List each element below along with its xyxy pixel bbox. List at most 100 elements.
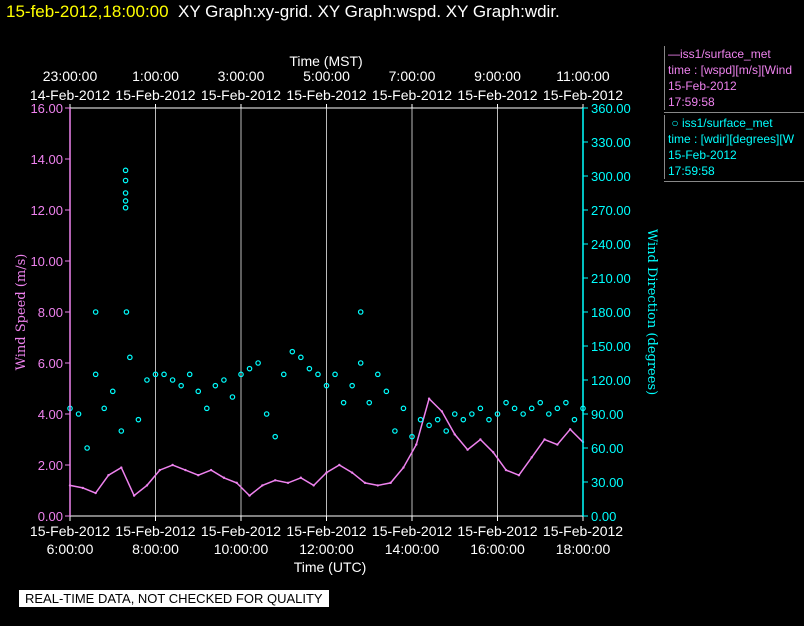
wspd-point [197,474,200,477]
wspd-point [158,468,161,472]
wspd-point [171,463,174,467]
wspd-point [235,481,238,485]
right-tick-label: 120.00 [591,373,631,388]
wspd-point [530,456,533,459]
x-tick-date: 15-Feb-2012 [372,523,452,539]
wdir-point [332,371,338,378]
left-tick-label: 2.00 [38,458,63,473]
line-marker-icon: — [668,47,680,61]
right-tick-label: 360.00 [591,101,631,116]
legend-wspd-time: 17:59:58 [668,95,715,109]
right-tick-label: 30.00 [591,475,624,490]
wspd-point [427,397,431,400]
wdir-point [520,411,526,417]
wspd-point [81,486,85,490]
wspd-point [132,494,136,497]
series-2 [92,167,364,315]
legend-entry-wspd[interactable]: —iss1/surface_met time : [wspd][m/s][Win… [664,46,804,110]
top-tick-date: 15-Feb-2012 [543,87,623,103]
wdir-point [123,309,130,315]
legend: —iss1/surface_met time : [wspd][m/s][Win… [664,46,804,184]
top-tick-date: 15-Feb-2012 [115,87,195,103]
x-tick-time: 8:00:00 [132,541,179,557]
wdir-point [101,405,108,412]
wdir-point [186,371,193,378]
wspd-point [107,474,110,477]
wdir-point [152,371,159,378]
wdir-point [122,198,129,204]
wspd-point [543,438,546,441]
x-tick-time: 12:00:00 [299,541,354,557]
top-tick-date: 15-Feb-2012 [372,87,452,103]
wspd-point [274,479,277,482]
legend-wspd-var: time : [wspd][m/s][Wind [668,63,793,77]
wspd-point [556,443,559,446]
wspd-point [440,410,444,413]
right-tick-label: 150.00 [591,339,631,354]
wdir-point [122,177,129,184]
right-tick-label: 90.00 [591,407,624,422]
wdir-point [255,360,261,366]
x-tick-date: 15-Feb-2012 [457,523,537,539]
wdir-point [280,371,287,378]
right-tick-label: 330.00 [591,135,631,150]
right-tick-label: 240.00 [591,237,631,252]
legend-wspd-name: —iss1/surface_met [668,47,771,61]
top-tick-time: 3:00:00 [218,68,265,84]
top-tick-time: 5:00:00 [303,68,350,84]
series-1 [67,348,586,451]
title-bar: 15-feb-2012,18:00:00 XY Graph:xy-grid. X… [6,2,560,22]
wdir-point [84,445,90,451]
x-tick-time: 10:00:00 [214,541,269,557]
quality-note: REAL-TIME DATA, NOT CHECKED FOR QUALITY [19,590,329,607]
title-timestamp: 15-feb-2012,18:00:00 [6,2,169,21]
legend-entry-wdir[interactable]: ○ iss1/surface_met time : [wdir][degrees… [664,115,804,179]
wdir-point [494,411,501,417]
x-tick-date: 15-Feb-2012 [115,523,195,539]
wspd-point [312,484,315,487]
wdir-point [357,309,364,315]
wdir-point [246,365,253,372]
wdir-point [528,405,535,412]
series-layer [67,167,586,497]
wdir-point [229,394,236,400]
wdir-point [212,382,219,389]
circle-marker-icon: ○ [671,116,679,130]
wdir-point [221,377,227,383]
wspd-point [145,484,149,487]
x-tick-date: 15-Feb-2012 [543,523,623,539]
wdir-point [122,167,129,174]
wdir-point [340,399,347,406]
top-tick-date: 15-Feb-2012 [286,87,366,103]
series-0 [68,397,585,497]
wdir-point [460,416,467,423]
xy-graph: 15-Feb-2012 6:00:00 15-Feb-2012 8:00:00 15-F… [14,53,659,575]
wspd-point [389,481,392,485]
wspd-point [517,474,521,477]
left-tick-label: 10.00 [30,254,63,269]
right-tick-label: 270.00 [591,203,631,218]
wspd-point [325,471,328,474]
wspd-point [466,448,469,451]
wdir-point [109,388,116,395]
wdir-point [238,371,244,378]
wdir-point [161,371,167,378]
wdir-point [383,388,390,395]
wdir-point [298,354,304,361]
wspd-point [261,484,264,487]
wdir-point [545,411,552,417]
top-tick-date: 15-Feb-2012 [457,87,537,103]
wdir-point [204,405,210,412]
right-tick-label: 300.00 [591,169,631,184]
wspd-point [209,468,213,472]
wdir-point [289,348,296,355]
wspd-point [492,451,495,454]
wdir-point [374,371,381,378]
wdir-point [195,388,202,395]
wspd-point [286,481,290,485]
x-tick-date: 15-Feb-2012 [286,523,366,539]
wspd-point [94,491,97,495]
left-tick-label: 0.00 [38,509,63,524]
wspd-point [568,428,572,431]
top-tick-date: 14-Feb-2012 [30,87,110,103]
